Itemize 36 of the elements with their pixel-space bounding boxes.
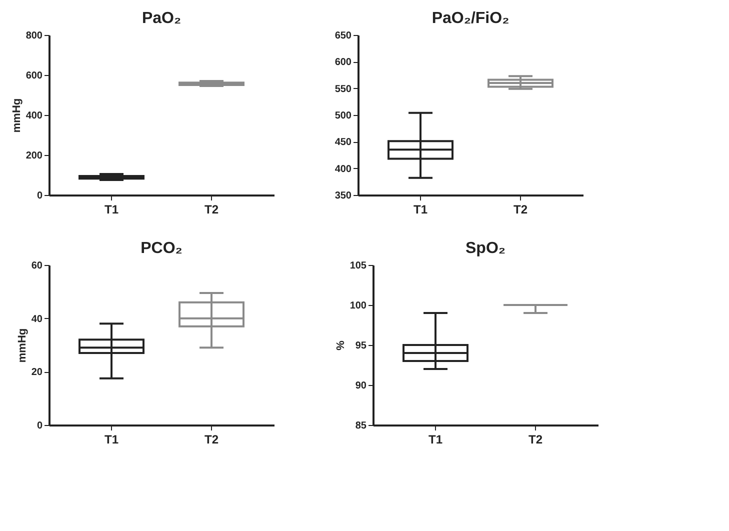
y-tick-label: 600 [334,57,352,68]
y-tick-label: 350 [334,190,352,202]
y-tick-label: 0 [36,420,43,432]
x-tick-label: T1 [428,432,443,446]
chart-title: PaO₂ [142,10,182,27]
y-axis-title: mmHg [10,98,23,133]
y-tick-label: 40 [31,314,43,325]
y-tick-label: 20 [31,367,43,378]
x-tick-label: T2 [204,202,219,216]
y-tick-label: 400 [334,164,352,175]
y-tick-label: 500 [334,110,352,122]
x-tick-label: T1 [104,202,119,216]
x-tick-label: T1 [413,202,428,216]
x-tick-label: T1 [104,432,119,446]
y-tick-label: 100 [350,300,367,312]
y-tick-label: 95 [355,340,367,352]
y-tick-label: 550 [334,84,352,95]
y-tick-label: 85 [355,420,367,432]
y-tick-label: 200 [26,150,43,162]
y-tick-label: 60 [31,260,43,272]
y-tick-label: 90 [355,380,367,392]
y-axis-title: mmHg [16,328,28,363]
y-tick-label: 105 [350,260,367,272]
y-tick-label: 450 [334,137,352,148]
y-tick-label: 0 [36,190,43,202]
chart-title: SpO₂ [466,240,506,257]
y-tick-label: 800 [26,30,43,42]
chart-title: PaO₂/FiO₂ [432,10,510,27]
y-tick-label: 400 [26,110,43,122]
x-tick-label: T2 [204,432,219,446]
x-tick-label: T2 [513,202,528,216]
x-tick-label: T2 [528,432,543,446]
y-axis-title: % [334,340,347,350]
chart-title: PCO₂ [140,240,182,257]
y-tick-label: 650 [334,30,352,42]
y-tick-label: 600 [26,70,43,82]
